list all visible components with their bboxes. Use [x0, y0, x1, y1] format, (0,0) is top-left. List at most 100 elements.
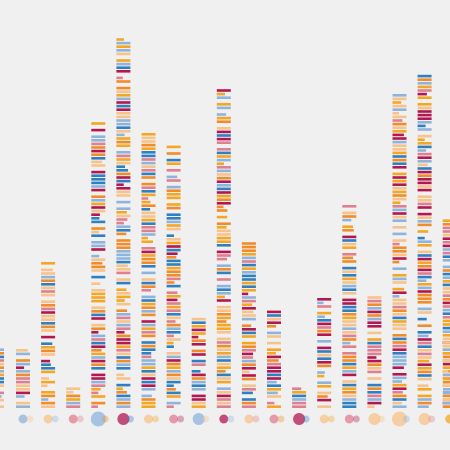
bar-segment: [116, 137, 131, 140]
bar-segment: [216, 323, 231, 327]
bar-segment: [267, 370, 281, 373]
bar-segment: [392, 250, 407, 253]
bar-segment: [41, 300, 56, 303]
bar-segment: [141, 355, 152, 359]
bar-segment: [342, 362, 357, 366]
bar-segment: [141, 133, 156, 136]
bar-segment: [216, 257, 227, 261]
bar-segment: [417, 220, 432, 223]
bar-segment: [417, 178, 432, 181]
bar-segment: [392, 320, 407, 323]
bar-segment: [392, 337, 407, 341]
bar-segment: [342, 401, 357, 405]
bar-segment: [91, 139, 106, 142]
bar-segment: [216, 341, 231, 344]
bar-segment: [141, 377, 156, 380]
bar-segment: [443, 366, 450, 369]
bar-segment: [216, 288, 231, 291]
bar-segment: [0, 362, 4, 366]
bar-segment: [443, 384, 450, 387]
bar-segment: [41, 380, 56, 384]
bar-segment: [41, 325, 56, 329]
bar-segment: [417, 301, 432, 304]
bar-segment: [116, 309, 128, 312]
bar-segment: [342, 277, 357, 281]
bar-segment: [267, 405, 281, 408]
bar-segment: [417, 359, 430, 363]
bar-segment: [443, 362, 450, 366]
bar-segment: [342, 338, 357, 341]
bar-segment: [166, 405, 174, 408]
bar-segment: [367, 352, 382, 356]
bar-segment: [417, 384, 429, 387]
bar-segment: [417, 356, 432, 359]
bar-13: [317, 298, 332, 408]
bar-segment: [41, 283, 56, 286]
bar-segment: [241, 401, 256, 405]
bar-segment: [141, 313, 156, 317]
marker-dot-secondary: [327, 415, 335, 423]
bar-segment: [367, 367, 382, 370]
bar-segment: [417, 374, 432, 377]
bar-segment: [166, 145, 181, 149]
bar-segment: [392, 334, 407, 337]
bar-segment: [41, 346, 56, 349]
bar-segment: [116, 331, 125, 334]
bar-segment: [216, 194, 231, 198]
marker-dot-secondary: [227, 415, 235, 423]
bar-segment: [392, 281, 407, 284]
bar-segment: [216, 305, 231, 309]
bar-segment: [91, 206, 106, 209]
bar-segment: [91, 135, 106, 138]
bar-segment: [141, 250, 156, 254]
bar-segment: [317, 329, 332, 333]
bar-segment: [116, 387, 123, 390]
bar-segment: [392, 94, 407, 97]
bar-segment: [417, 283, 432, 286]
bar-segment: [191, 343, 206, 346]
bar-segment: [417, 78, 432, 81]
bar-segment: [367, 303, 382, 306]
bar-segment: [116, 232, 127, 236]
bar-segment: [216, 337, 231, 341]
bar-segment: [166, 388, 176, 391]
bar-segment: [392, 112, 400, 115]
bar-segment: [91, 299, 106, 303]
bar-segment: [41, 304, 56, 307]
bar-segment: [91, 310, 106, 313]
bar-segment: [141, 193, 156, 197]
bar-segment: [141, 143, 156, 147]
bar-segment: [91, 248, 106, 251]
bar-segment: [443, 401, 450, 405]
bar-segment: [417, 113, 432, 117]
bar-segment: [116, 179, 131, 183]
bar-segment: [141, 233, 156, 236]
bar-segment: [367, 387, 382, 390]
bar-segment: [392, 219, 407, 222]
bar-segment: [91, 391, 99, 395]
bar-segment: [216, 394, 231, 398]
bar-1: [16, 349, 30, 408]
bar-segment: [392, 383, 407, 387]
bar-segment: [41, 349, 56, 353]
bar-segment: [417, 240, 432, 243]
bar-segment: [417, 286, 432, 290]
bar-segment: [367, 314, 382, 317]
bar-segment: [241, 341, 256, 345]
bar-segment: [317, 391, 332, 395]
bar-segment: [417, 202, 432, 206]
bar-segment: [91, 209, 106, 213]
bar-segment: [141, 384, 156, 387]
bar-segment: [417, 134, 432, 138]
bar-segment: [417, 174, 432, 177]
bar-segment: [392, 376, 407, 380]
bar-segment: [91, 262, 103, 265]
bar-segment: [166, 281, 175, 284]
bar-segment: [417, 261, 432, 264]
bar-segment: [141, 348, 156, 351]
bar-segment: [392, 401, 402, 405]
bar-segment: [166, 291, 178, 294]
bar-segment: [141, 236, 148, 240]
bar-segment: [392, 239, 407, 242]
bar-segment: [141, 362, 156, 366]
